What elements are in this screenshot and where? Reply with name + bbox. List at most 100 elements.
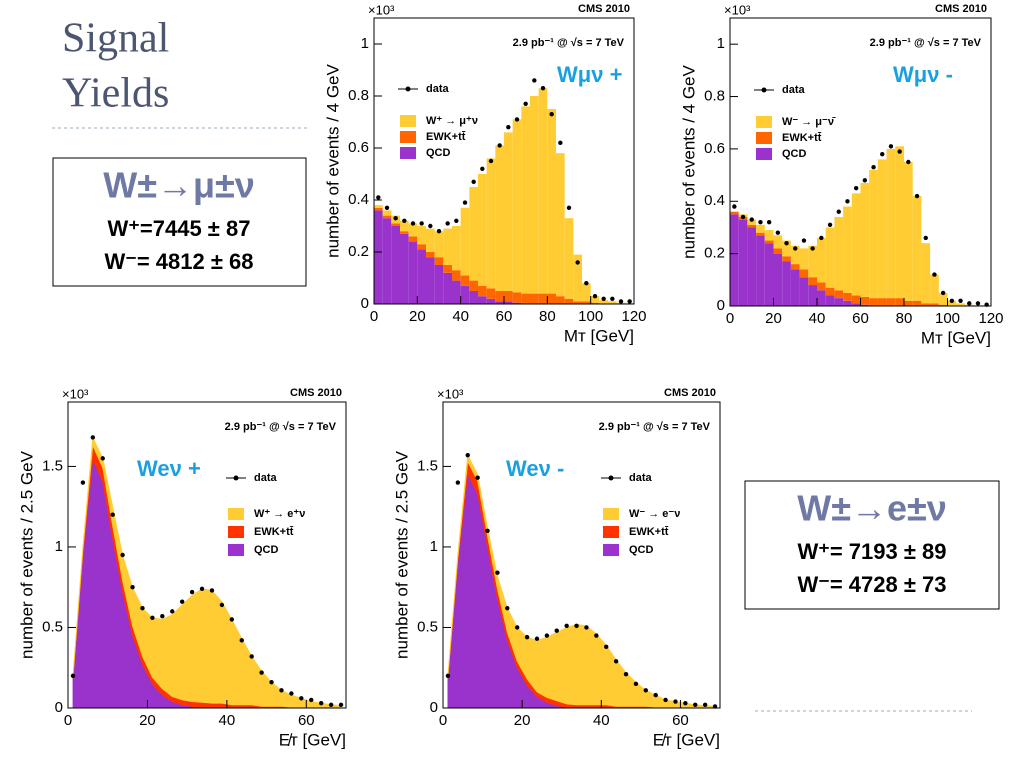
histogram-bar <box>538 293 548 304</box>
histogram-bar <box>573 254 582 302</box>
histogram-bar <box>374 210 383 304</box>
data-point <box>906 159 911 165</box>
data-point <box>70 673 76 678</box>
legend-label: W⁻ → e⁻ν <box>629 508 680 520</box>
histogram-bar <box>730 211 739 215</box>
data-point <box>534 636 540 641</box>
x-tick-label: 60 <box>852 310 869 327</box>
data-point <box>428 223 433 229</box>
data-point <box>643 688 649 693</box>
histogram-bar <box>869 169 878 299</box>
histogram-bar <box>860 296 870 305</box>
legend-label: data <box>426 83 450 95</box>
histogram-bar <box>504 291 513 302</box>
histogram-bar <box>756 224 765 233</box>
data-point <box>454 218 459 223</box>
data-point <box>613 659 619 664</box>
histogram-bar <box>843 292 852 301</box>
histogram-bar <box>773 253 783 306</box>
histogram-bar <box>817 237 826 283</box>
histogram-bar <box>730 214 739 306</box>
histogram-bar <box>582 301 591 304</box>
histogram-bar <box>408 223 418 237</box>
data-point <box>209 588 215 593</box>
data-point <box>318 700 324 706</box>
data-point <box>514 625 520 630</box>
histogram-bar <box>564 218 574 299</box>
histogram-bar <box>521 106 530 294</box>
x-axis-label: Mᴛ [GeV] <box>564 326 634 345</box>
data-point <box>775 230 781 235</box>
data-point <box>673 699 678 704</box>
histogram-bar <box>452 270 461 281</box>
data-point <box>702 702 708 707</box>
data-point <box>819 235 824 241</box>
y-tick-label: 0.6 <box>704 140 725 157</box>
histogram-bar <box>938 292 948 305</box>
data-point <box>663 697 668 703</box>
data-point <box>269 680 274 685</box>
histogram-bar <box>773 235 783 249</box>
legend-swatch <box>228 508 244 520</box>
histogram-bar <box>921 243 931 304</box>
data-point <box>923 235 928 241</box>
histogram-bar <box>460 207 470 276</box>
data-point <box>289 691 294 696</box>
data-point <box>299 696 304 701</box>
data-point <box>793 246 798 251</box>
data-point <box>402 218 407 223</box>
histogram-bar <box>556 153 565 297</box>
data-point <box>140 605 145 611</box>
histogram-bar <box>825 295 835 306</box>
y-axis-label: number of events / 4 GeV <box>323 63 342 257</box>
histogram-bar <box>877 298 887 306</box>
yield-box <box>744 480 1000 610</box>
y-tick-label: 1 <box>361 35 369 52</box>
histogram-bar <box>851 193 861 296</box>
histogram-bar <box>590 296 600 303</box>
legend-label: W⁺ → μ⁺ν <box>426 115 478 127</box>
histogram-bar <box>512 292 522 303</box>
data-point <box>958 298 963 303</box>
y-tick-label: 0.4 <box>704 192 725 209</box>
data-point <box>532 78 537 83</box>
data-point <box>604 644 609 649</box>
histogram-bar <box>790 245 800 265</box>
data-point <box>150 615 155 621</box>
data-point <box>967 301 972 306</box>
data-point <box>505 605 510 611</box>
histogram-bar <box>599 300 608 304</box>
y-tick-label: 0 <box>361 295 369 312</box>
box-line: W⁺=7445 ± 87 <box>108 216 251 241</box>
data-point <box>436 229 442 234</box>
channel-label: Wμν + <box>557 62 622 87</box>
data-point <box>693 702 698 707</box>
legend-label: data <box>782 84 806 96</box>
data-point <box>749 217 754 222</box>
data-point <box>239 638 244 643</box>
histogram-bar <box>478 174 487 286</box>
y-tick-label: 0 <box>55 699 63 716</box>
data-point <box>328 702 334 707</box>
data-point <box>393 216 398 221</box>
data-point <box>623 671 629 677</box>
histogram-bar <box>756 232 765 236</box>
histogram-bar <box>886 148 896 299</box>
histogram-bar <box>808 285 817 306</box>
histogram-bar <box>782 240 791 257</box>
histogram-bar <box>930 274 939 304</box>
x-tick-label: 100 <box>578 308 603 325</box>
histogram-bar <box>912 300 922 306</box>
y-tick-label: 1.5 <box>417 457 438 474</box>
histogram-bar <box>808 245 817 278</box>
data-point <box>259 670 264 675</box>
data-point <box>862 178 868 183</box>
legend-label: EWK+tt̄ <box>426 131 466 143</box>
histogram-bar <box>799 269 809 278</box>
histogram-bar <box>895 298 904 306</box>
histogram-bar <box>504 301 513 304</box>
x-tick-label: 60 <box>672 712 689 729</box>
y-tick-label: 1 <box>430 538 438 555</box>
data-point <box>564 623 569 629</box>
